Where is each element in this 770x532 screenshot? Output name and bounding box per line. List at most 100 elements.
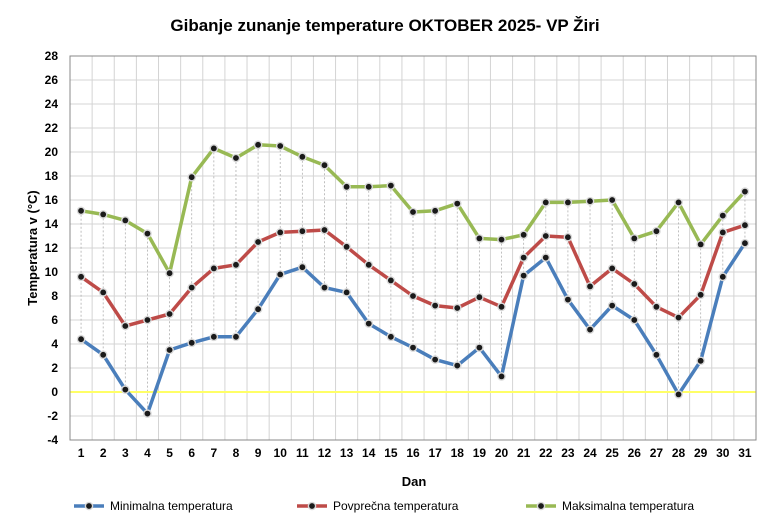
data-point (585, 325, 595, 334)
legend-label: Povprečna temperatura (333, 499, 459, 513)
data-point (430, 206, 440, 216)
data-point (696, 240, 705, 249)
data-point (696, 290, 705, 300)
x-tick-label: 22 (539, 446, 553, 460)
data-point (364, 182, 374, 192)
y-tick-label: 8 (51, 289, 58, 303)
data-point (497, 372, 506, 381)
y-axis-label: Temperatura v (°C) (25, 190, 40, 305)
data-point (475, 292, 484, 302)
data-point (320, 283, 329, 292)
data-point (452, 303, 462, 313)
x-tick-label: 6 (188, 446, 195, 460)
data-point (430, 355, 440, 364)
data-point (76, 272, 86, 282)
data-point (298, 262, 307, 272)
x-tick-label: 18 (451, 446, 465, 460)
data-point (231, 332, 241, 342)
data-point (652, 350, 661, 360)
data-point (386, 276, 396, 285)
data-point (143, 229, 152, 238)
data-point (541, 253, 551, 262)
y-tick-label: 22 (45, 121, 59, 135)
data-point (408, 343, 418, 352)
data-point (541, 231, 551, 241)
y-tick-label: 28 (45, 49, 59, 63)
data-point (674, 313, 683, 322)
x-tick-label: 24 (583, 446, 597, 460)
data-point (519, 271, 528, 280)
x-tick-label: 23 (561, 446, 575, 460)
y-tick-label: 16 (45, 193, 59, 207)
x-tick-label: 26 (628, 446, 642, 460)
data-point (452, 199, 462, 208)
data-point (364, 319, 374, 328)
data-point (121, 216, 130, 225)
legend-marker (307, 501, 317, 511)
data-point (629, 315, 639, 325)
legend-label: Maksimalna temperatura (562, 499, 694, 513)
data-point (585, 196, 595, 206)
x-tick-label: 16 (406, 446, 420, 460)
legend-item: Maksimalna temperatura (526, 499, 694, 513)
data-point (696, 356, 705, 366)
x-tick-labels: 1 2 3 4 5 6 7 8 9 10 11 12 13 14 15 16 17 18 19 20 21 22 23 24 2… (78, 446, 752, 460)
x-tick-label: 12 (318, 446, 332, 460)
data-point (607, 195, 617, 205)
y-tick-label: 4 (51, 337, 58, 351)
data-point (98, 350, 108, 360)
x-tick-label: 14 (362, 446, 376, 460)
data-point (563, 295, 573, 304)
data-point (187, 283, 197, 292)
data-point (165, 345, 174, 355)
data-point (275, 141, 285, 151)
x-tick-label: 30 (716, 446, 730, 460)
x-tick-label: 9 (255, 446, 262, 460)
data-point (98, 210, 108, 219)
data-point (452, 361, 462, 370)
data-point (342, 242, 351, 252)
data-point (187, 338, 197, 348)
data-point (475, 234, 484, 243)
data-point (364, 260, 374, 270)
legend-label: Minimalna temperatura (110, 499, 233, 513)
y-tick-label: 20 (45, 145, 59, 159)
y-tick-label: 18 (45, 169, 59, 183)
x-tick-label: 29 (694, 446, 708, 460)
data-point (430, 301, 440, 310)
data-point (585, 282, 595, 291)
y-tick-label: 12 (45, 241, 59, 255)
x-tick-label: 28 (672, 446, 686, 460)
y-tick-label: 10 (45, 265, 59, 279)
legend-item: Povprečna temperatura (297, 499, 459, 513)
y-tick-label: 24 (45, 97, 59, 111)
data-point (652, 302, 661, 312)
data-point (519, 230, 528, 240)
x-tick-label: 19 (473, 446, 487, 460)
x-tick-label: 13 (340, 446, 354, 460)
x-tick-label: 8 (233, 446, 240, 460)
data-point (275, 270, 285, 279)
data-point (740, 238, 750, 248)
data-point (143, 315, 152, 325)
data-point (408, 207, 418, 217)
x-tick-label: 31 (738, 446, 752, 460)
data-point (121, 321, 130, 331)
data-point (541, 198, 551, 207)
x-tick-label: 2 (100, 446, 107, 460)
data-point (652, 226, 661, 236)
legend: Minimalna temperatura Povprečna temperatu… (74, 499, 694, 513)
data-point (187, 172, 197, 182)
data-point (475, 343, 484, 352)
data-point (497, 302, 506, 312)
data-point (497, 235, 506, 244)
data-point (718, 228, 728, 237)
y-tick-label: 0 (51, 385, 58, 399)
y-tick-label: -4 (47, 433, 58, 447)
data-point (740, 220, 750, 230)
data-point (253, 304, 263, 314)
x-tick-label: 21 (517, 446, 531, 460)
x-tick-label: 17 (428, 446, 442, 460)
